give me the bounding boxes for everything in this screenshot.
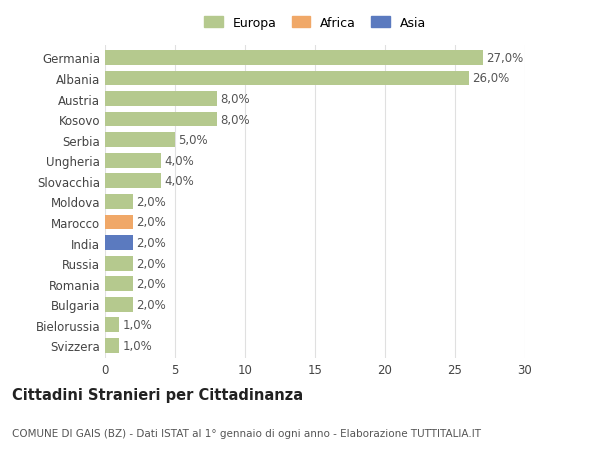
Bar xyxy=(105,51,483,66)
Text: 4,0%: 4,0% xyxy=(164,175,194,188)
Bar xyxy=(105,195,133,209)
Text: 1,0%: 1,0% xyxy=(122,319,152,332)
Bar xyxy=(105,235,133,251)
Text: 2,0%: 2,0% xyxy=(137,278,166,291)
Bar xyxy=(105,318,119,333)
Text: 2,0%: 2,0% xyxy=(137,298,166,311)
Text: 2,0%: 2,0% xyxy=(137,196,166,208)
Bar xyxy=(105,112,217,127)
Bar xyxy=(105,277,133,291)
Text: 27,0%: 27,0% xyxy=(487,52,524,65)
Bar xyxy=(105,92,217,106)
Text: 2,0%: 2,0% xyxy=(137,236,166,250)
Bar xyxy=(105,71,469,86)
Bar xyxy=(105,153,161,168)
Text: 26,0%: 26,0% xyxy=(473,72,510,85)
Text: 8,0%: 8,0% xyxy=(221,113,250,126)
Text: 1,0%: 1,0% xyxy=(122,339,152,352)
Text: 5,0%: 5,0% xyxy=(179,134,208,147)
Legend: Europa, Africa, Asia: Europa, Africa, Asia xyxy=(200,13,430,34)
Bar xyxy=(105,215,133,230)
Text: 4,0%: 4,0% xyxy=(164,154,194,168)
Bar xyxy=(105,297,133,312)
Text: COMUNE DI GAIS (BZ) - Dati ISTAT al 1° gennaio di ogni anno - Elaborazione TUTTI: COMUNE DI GAIS (BZ) - Dati ISTAT al 1° g… xyxy=(12,428,481,438)
Bar xyxy=(105,174,161,189)
Bar xyxy=(105,133,175,148)
Text: 2,0%: 2,0% xyxy=(137,257,166,270)
Bar xyxy=(105,338,119,353)
Text: Cittadini Stranieri per Cittadinanza: Cittadini Stranieri per Cittadinanza xyxy=(12,387,303,403)
Text: 2,0%: 2,0% xyxy=(137,216,166,229)
Bar xyxy=(105,256,133,271)
Text: 8,0%: 8,0% xyxy=(221,93,250,106)
